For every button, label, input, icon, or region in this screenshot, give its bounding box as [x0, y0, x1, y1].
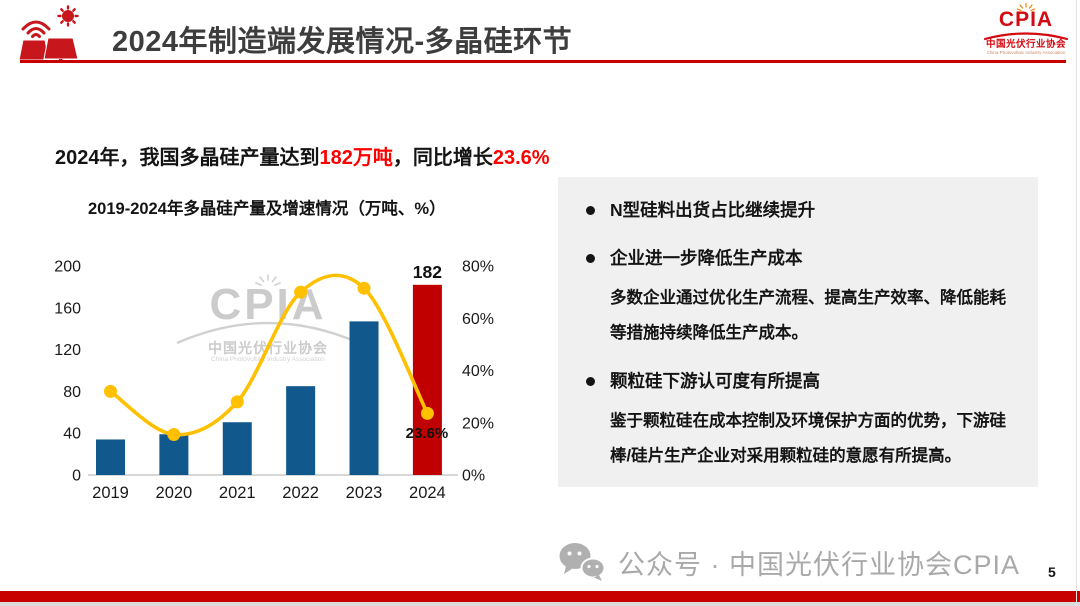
svg-text:0%: 0%: [462, 468, 485, 485]
key-points-panel: N型硅料出货占比继续提升 企业进一步降低生产成本 多数企业通过优化生产流程、提高…: [558, 177, 1038, 487]
svg-text:2022: 2022: [282, 484, 319, 502]
svg-text:80%: 80%: [462, 259, 494, 276]
bullet-dot-icon: [586, 377, 595, 386]
bullet-body: 多数企业通过优化生产流程、提高生产效率、降低能耗等措施持续降低生产成本。: [610, 289, 1006, 342]
svg-text:60%: 60%: [462, 311, 494, 328]
bullet-dot-icon: [586, 254, 595, 263]
solar-panel-icon: [18, 5, 79, 63]
headline-prefix: 2024年，我国多晶硅产量达到: [55, 147, 320, 169]
svg-text:80: 80: [63, 384, 81, 401]
svg-text:120: 120: [55, 342, 81, 359]
cpia-logo-acronym: CPIA: [998, 8, 1054, 31]
sunburst-icon: [1017, 3, 1035, 12]
bullet-item: 颗粒硅下游认可度有所提高 鉴于颗粒硅在成本控制及环境保护方面的优势，下游硅棒/硅…: [586, 370, 1018, 474]
svg-text:2020: 2020: [156, 484, 193, 502]
bullet-body: 鉴于颗粒硅在成本控制及环境保护方面的优势，下游硅棒/硅片生产企业对采用颗粒硅的意…: [610, 412, 1006, 465]
production-growth-chart: CPIA 中国光伏行业协会 China Photovoltaic Industr…: [55, 250, 520, 510]
bullet-title: 企业进一步降低生产成本: [610, 248, 803, 268]
headline-production-value: 182万吨: [319, 147, 393, 169]
svg-text:20%: 20%: [462, 415, 494, 432]
bullet-dot-icon: [586, 206, 595, 215]
svg-text:40: 40: [63, 426, 81, 443]
watermark-swoosh: [176, 321, 360, 345]
bullet-title: N型硅料出货占比继续提升: [610, 200, 816, 220]
svg-text:160: 160: [55, 300, 81, 317]
svg-text:2019: 2019: [92, 484, 129, 502]
headline-growth-value: 23.6%: [492, 147, 550, 169]
svg-text:23.6%: 23.6%: [406, 425, 449, 442]
svg-text:2021: 2021: [219, 484, 256, 502]
cpia-logo: CPIA 中国光伏行业协会 China Photovoltaic Industr…: [982, 3, 1070, 55]
bottom-red-bar: [0, 591, 1080, 602]
svg-text:2024: 2024: [409, 484, 446, 502]
bullet-item: N型硅料出货占比继续提升: [586, 199, 1018, 221]
svg-text:2023: 2023: [346, 484, 383, 502]
page-number: 5: [1048, 564, 1056, 580]
page-title: 2024年制造端发展情况-多晶硅环节: [112, 26, 573, 58]
watermark-org-en: China Photovoltaic Industry Association: [211, 356, 325, 363]
production-growth-chart-svg: 0 40 80 120 160 200 0% 20% 40% 60% 80% 182 23.6% 2019…: [55, 259, 494, 503]
slide-right-edge: [1076, 0, 1077, 606]
headline: 2024年，我国多晶硅产量达到182万吨，同比增长23.6%: [55, 141, 550, 170]
cpia-logo-org-en: China Photovoltaic Industry Association: [986, 49, 1066, 55]
wechat-icon: [559, 543, 606, 581]
bullet-title: 颗粒硅下游认可度有所提高: [610, 371, 820, 391]
headline-middle: ，同比增长: [392, 147, 493, 169]
title-underline: [20, 60, 1066, 63]
svg-text:40%: 40%: [462, 363, 494, 380]
bottom-edge-strip: [0, 602, 1080, 606]
chart-title: 2019-2024年多晶硅产量及增速情况（万吨、%）: [88, 200, 446, 218]
wechat-watermark: 公众号 · 中国光伏行业协会CPIA: [558, 541, 1020, 583]
cpia-logo-org-cn: 中国光伏行业协会: [985, 39, 1066, 50]
cpia-logo-swoosh: [983, 32, 1069, 41]
svg-text:182: 182: [413, 262, 442, 282]
watermark-sunburst-icon: [255, 274, 281, 286]
bullet-item: 企业进一步降低生产成本 多数企业通过优化生产流程、提高生产效率、降低能耗等措施持…: [586, 247, 1018, 351]
svg-text:200: 200: [55, 259, 81, 276]
wechat-watermark-text: 公众号 · 中国光伏行业协会CPIA: [618, 549, 1021, 580]
svg-text:0: 0: [72, 468, 81, 485]
